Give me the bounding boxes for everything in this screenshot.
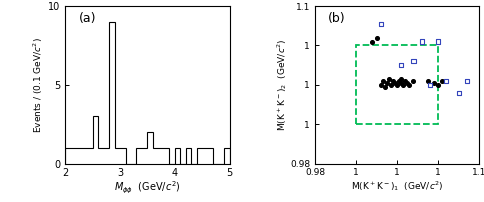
Bar: [87, 159, 93, 164]
Bar: [136, 159, 142, 164]
Bar: [93, 159, 98, 164]
Bar: [158, 160, 164, 164]
Y-axis label: Events / (0.1 GeV/$c^2$): Events / (0.1 GeV/$c^2$): [32, 37, 45, 133]
Point: [373, 36, 380, 39]
Point: [381, 85, 389, 88]
Point: [434, 83, 442, 86]
Bar: [202, 159, 208, 164]
Point: [397, 77, 405, 81]
Bar: [109, 162, 115, 164]
Bar: [153, 159, 158, 164]
Bar: [197, 159, 202, 164]
Bar: [164, 159, 169, 164]
Point: [434, 40, 442, 43]
Bar: [148, 159, 153, 164]
Point: [368, 40, 376, 43]
Point: [455, 91, 463, 94]
Point: [379, 79, 387, 83]
Text: (b): (b): [328, 12, 346, 25]
Point: [406, 83, 413, 86]
Point: [404, 81, 411, 84]
Point: [401, 79, 409, 83]
Bar: [142, 159, 148, 164]
Point: [387, 83, 395, 86]
Bar: [356, 45, 438, 124]
Point: [397, 81, 405, 84]
X-axis label: $M_{\phi\phi}$  (GeV/$c^2$): $M_{\phi\phi}$ (GeV/$c^2$): [114, 180, 181, 196]
Point: [397, 63, 405, 67]
Point: [399, 83, 407, 86]
Text: (a): (a): [78, 12, 96, 25]
Bar: [115, 162, 120, 164]
Bar: [104, 162, 109, 164]
Point: [393, 83, 401, 86]
X-axis label: M(K$^+$K$^-$)$_1$  (GeV/$c^2$): M(K$^+$K$^-$)$_1$ (GeV/$c^2$): [351, 179, 443, 193]
Polygon shape: [65, 22, 229, 164]
Y-axis label: M(K$^+$K$^-$)$_2$  (GeV/$c^2$): M(K$^+$K$^-$)$_2$ (GeV/$c^2$): [275, 39, 288, 131]
Point: [442, 79, 450, 83]
Point: [391, 81, 399, 84]
Point: [385, 77, 393, 81]
Bar: [208, 159, 213, 164]
Point: [409, 60, 417, 63]
Point: [463, 79, 471, 83]
Point: [418, 40, 425, 43]
Point: [409, 79, 417, 83]
Point: [389, 79, 397, 83]
Bar: [175, 159, 180, 164]
Point: [426, 83, 434, 86]
Point: [377, 22, 384, 25]
Point: [377, 83, 384, 86]
Point: [383, 81, 391, 84]
Bar: [98, 162, 104, 164]
Point: [439, 79, 446, 83]
Point: [395, 79, 403, 83]
Point: [424, 79, 432, 83]
Point: [430, 81, 438, 84]
